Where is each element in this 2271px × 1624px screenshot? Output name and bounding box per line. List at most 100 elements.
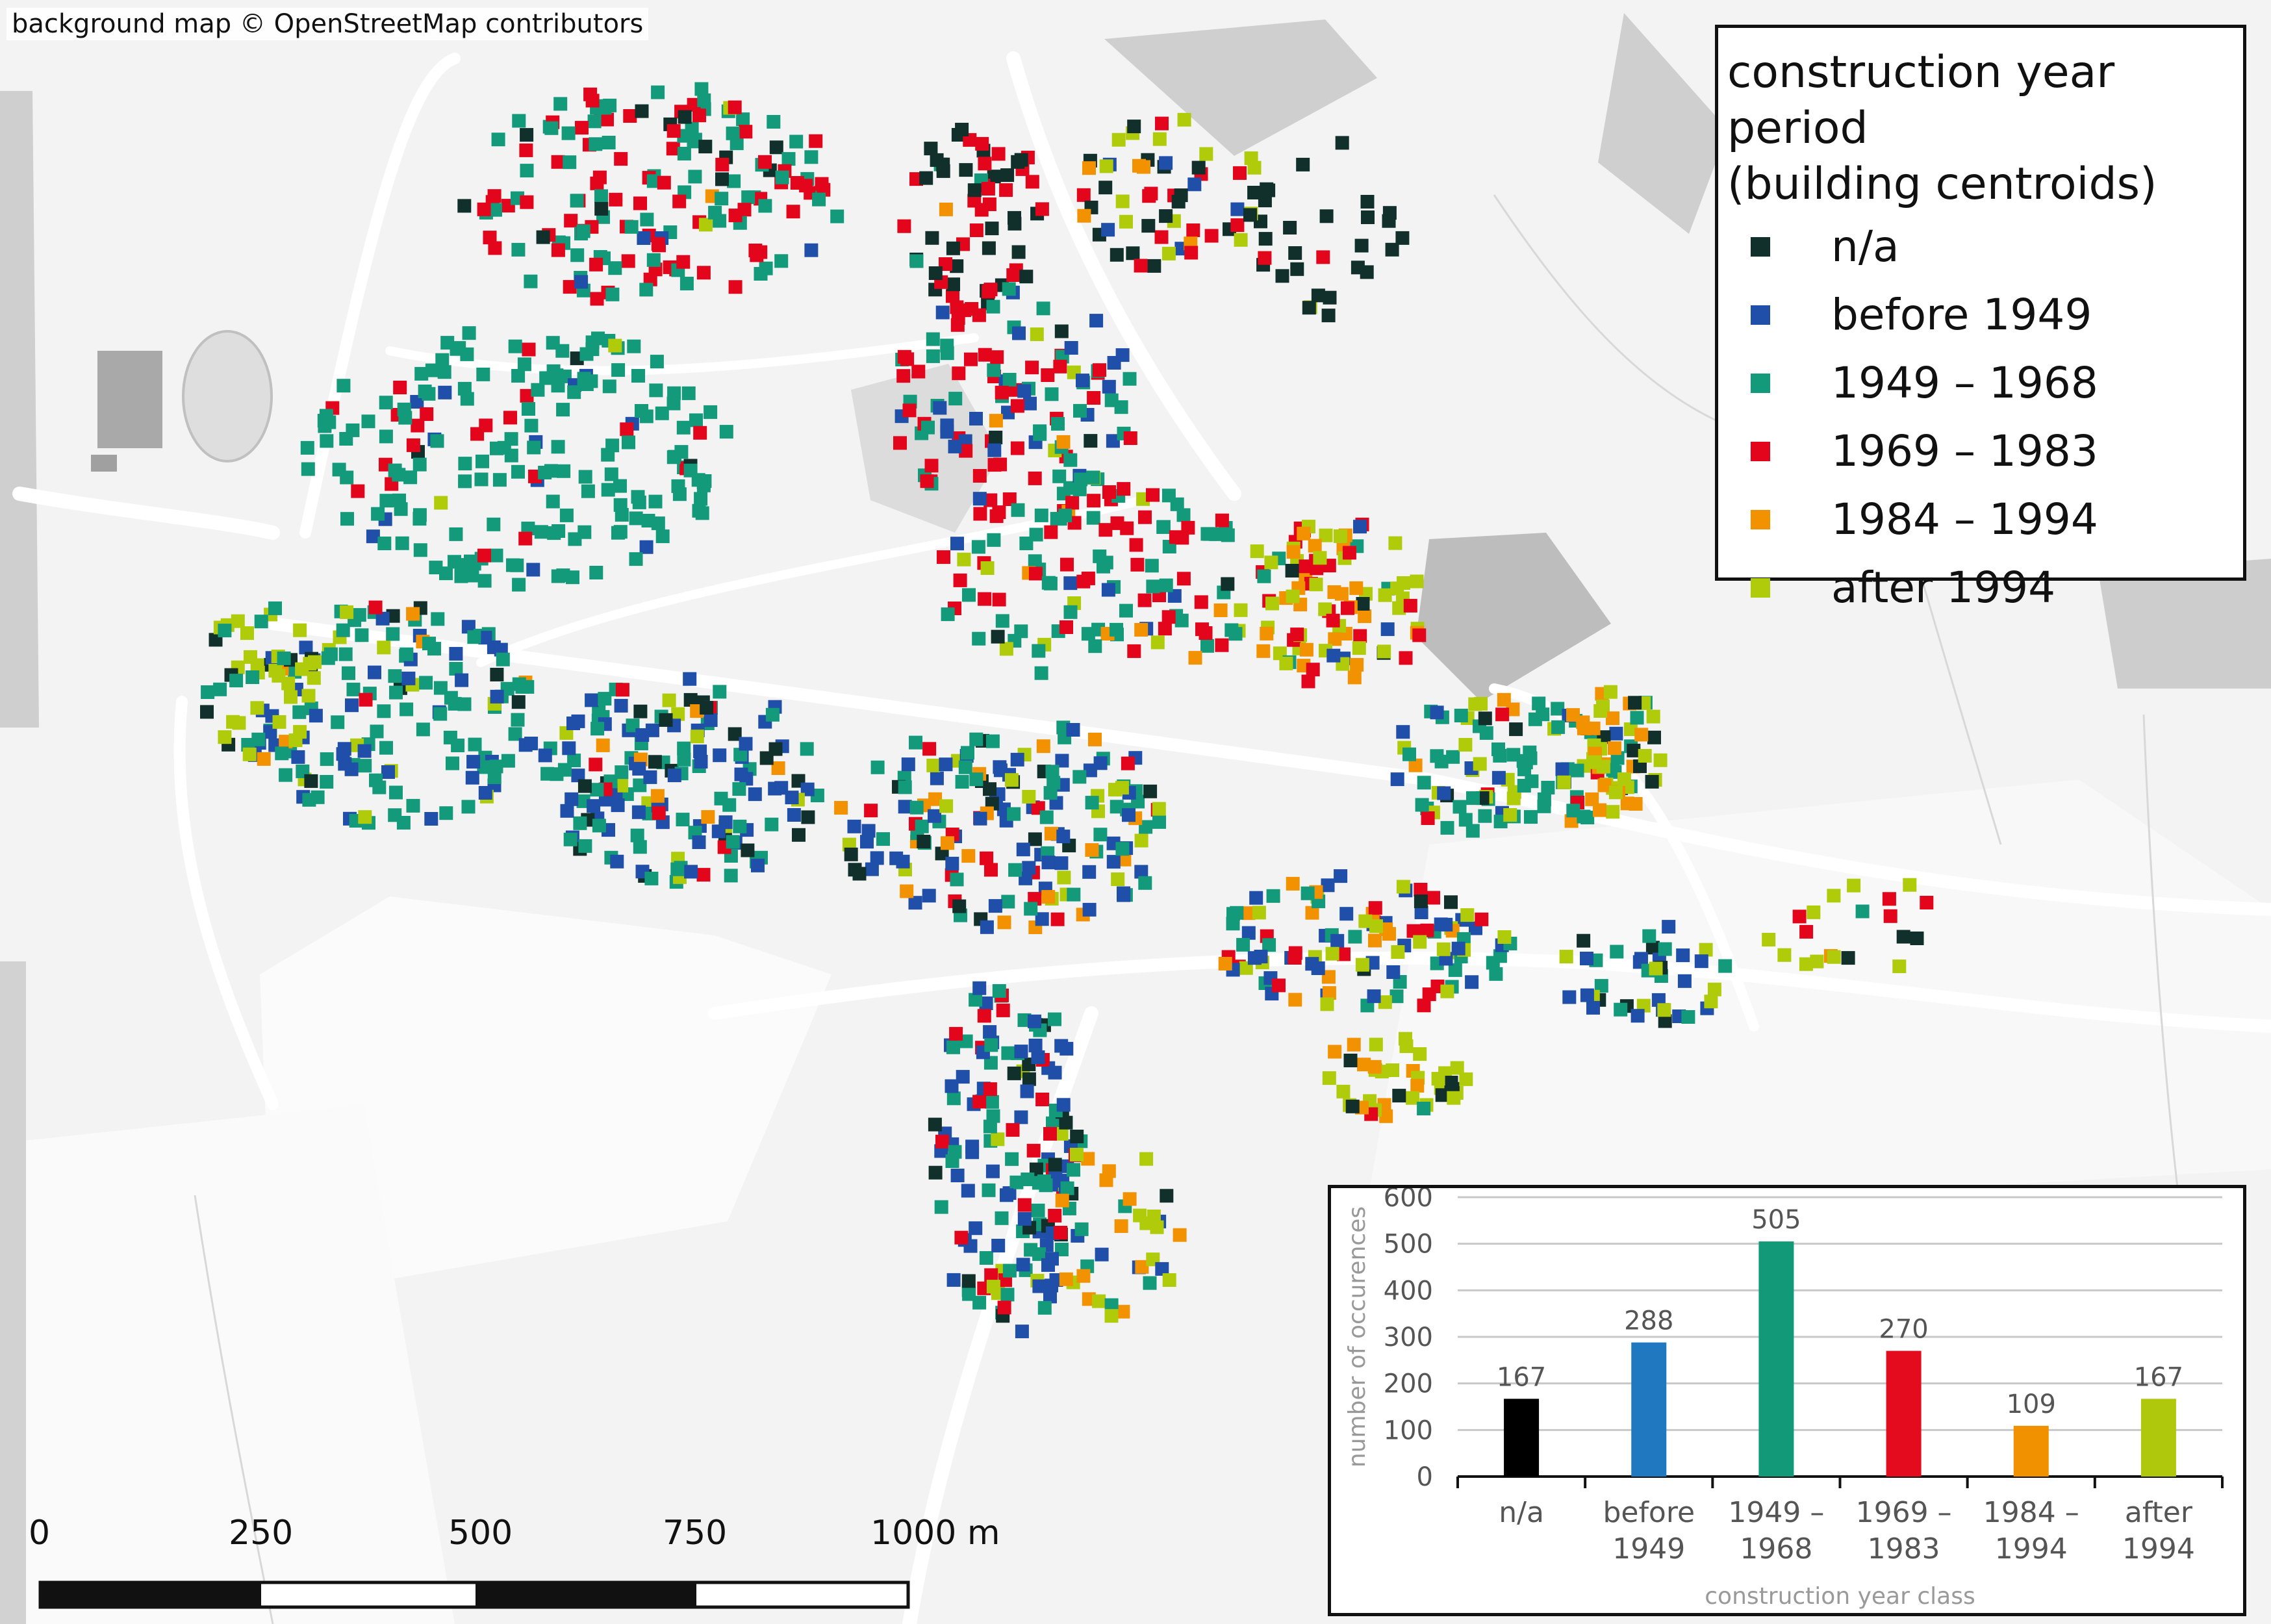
building-marker [1085, 843, 1099, 857]
building-marker [649, 383, 663, 398]
building-marker [614, 152, 628, 166]
building-marker [1005, 1152, 1019, 1166]
building-marker [1017, 384, 1032, 398]
building-marker [400, 702, 414, 717]
building-marker [1360, 195, 1375, 209]
building-marker [1056, 830, 1071, 844]
building-marker [1093, 363, 1106, 377]
building-marker [1054, 856, 1069, 870]
building-marker [567, 385, 581, 400]
building-marker [1497, 692, 1511, 707]
building-marker [229, 674, 244, 688]
building-marker [1465, 975, 1479, 989]
building-marker [945, 856, 959, 870]
building-marker [1334, 869, 1348, 883]
scale-label: 750 [663, 1514, 728, 1553]
cemetery-area [1416, 533, 1611, 702]
building-marker [1045, 387, 1059, 401]
y-tick-label: 500 [1384, 1230, 1433, 1260]
legend-swatch [1751, 441, 1770, 461]
building-marker [336, 379, 351, 393]
building-marker [1145, 559, 1159, 573]
building-marker [608, 261, 622, 275]
legend-item: n/a [1727, 212, 2234, 281]
building-marker [1123, 1192, 1137, 1206]
building-marker [512, 114, 526, 128]
building-marker [1437, 786, 1451, 800]
building-marker [553, 97, 568, 111]
building-marker [1421, 811, 1435, 825]
building-marker [995, 614, 1009, 628]
building-marker [444, 691, 458, 705]
building-marker [1115, 842, 1130, 856]
building-marker [958, 303, 972, 318]
building-marker [830, 209, 844, 223]
building-marker [1313, 551, 1327, 565]
building-marker [670, 862, 685, 876]
building-marker [1336, 1084, 1351, 1098]
building-marker [379, 429, 393, 444]
building-marker [1610, 945, 1624, 959]
building-marker [563, 155, 577, 170]
building-marker [985, 222, 999, 236]
forest-area [1598, 13, 1728, 234]
legend-item: before 1949 [1727, 281, 2234, 349]
building-marker [406, 438, 420, 452]
building-marker [771, 761, 785, 775]
building-marker [449, 646, 463, 661]
building-marker [1564, 814, 1579, 828]
building-marker [1102, 379, 1116, 394]
building-marker [1597, 778, 1612, 793]
building-marker [1627, 743, 1641, 757]
building-marker [1316, 250, 1330, 264]
building-marker [1379, 1109, 1393, 1123]
building-marker [1098, 181, 1113, 195]
building-marker [1041, 576, 1056, 590]
building-marker [1072, 482, 1087, 496]
building-marker [454, 569, 468, 583]
building-marker [518, 531, 533, 546]
building-marker [1241, 926, 1256, 940]
building-marker [1067, 1163, 1080, 1177]
building-marker [1342, 546, 1356, 560]
legend-label: 1984 – 1994 [1831, 494, 2098, 544]
building-marker [1056, 435, 1071, 449]
building-marker [936, 157, 950, 171]
building-marker [1084, 434, 1098, 448]
building-marker [1233, 166, 1247, 180]
building-marker [621, 254, 635, 268]
building-marker [1032, 1247, 1047, 1262]
building-marker [972, 1295, 987, 1310]
building-marker [896, 854, 910, 869]
building-marker [961, 1184, 975, 1198]
building-marker [1406, 924, 1421, 938]
building-marker [1106, 434, 1120, 448]
building-marker [901, 757, 915, 772]
building-marker [1386, 1063, 1400, 1077]
building-marker [996, 1003, 1010, 1017]
building-marker [506, 558, 520, 572]
building-marker [578, 839, 592, 853]
building-marker [1369, 1037, 1383, 1052]
building-marker [1089, 314, 1104, 328]
building-marker [1247, 951, 1262, 965]
building-marker [809, 134, 823, 148]
building-marker [536, 230, 550, 244]
building-marker [1634, 728, 1649, 742]
building-marker [422, 637, 436, 651]
building-marker [1658, 1014, 1672, 1028]
building-marker [455, 673, 469, 687]
building-marker [1559, 950, 1573, 964]
building-marker [1489, 967, 1503, 981]
building-marker [1458, 738, 1473, 752]
building-marker [1358, 609, 1372, 624]
building-marker [1431, 1072, 1445, 1086]
building-marker [605, 287, 620, 301]
building-marker [563, 832, 577, 846]
building-marker [774, 254, 789, 268]
building-marker [615, 778, 629, 793]
building-marker [413, 543, 427, 557]
building-marker [1896, 930, 1910, 944]
building-marker [490, 441, 503, 455]
building-marker [351, 484, 365, 498]
